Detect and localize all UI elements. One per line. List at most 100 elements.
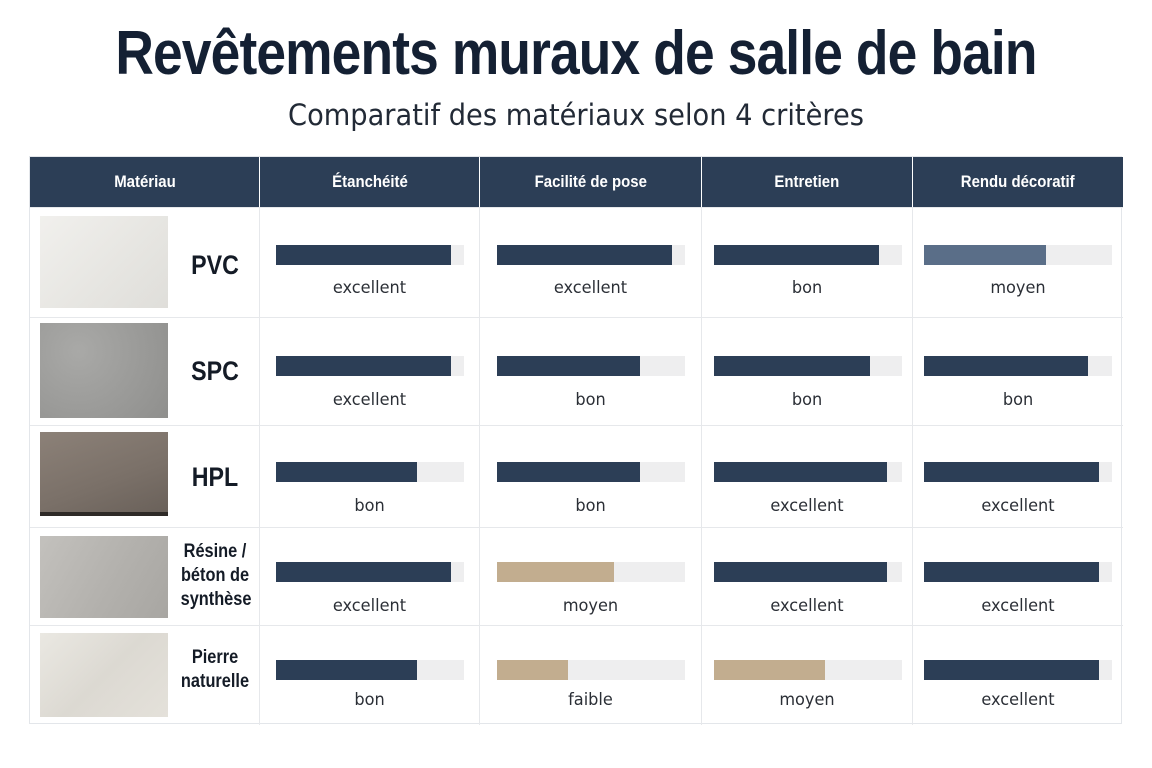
rating-bar-track (497, 462, 685, 482)
table-header: Matériau Étanchéité Facilité de pose Entret… (30, 157, 1123, 207)
rating-cell: excellent (702, 426, 913, 527)
material-name-line: synthèse (180, 589, 252, 610)
rating-cell: bon (702, 208, 913, 317)
rating-bar-fill (497, 245, 672, 265)
rating-bar-track (714, 356, 902, 376)
rating-label: faible (568, 690, 613, 710)
material-cell: Pierre naturelle (30, 626, 260, 725)
column-header-0: Matériau (30, 157, 260, 207)
rating-cell: excellent (260, 318, 480, 425)
rating-cell: moyen (702, 626, 913, 725)
material-name: SPC (191, 356, 239, 386)
rating-bar-track (497, 245, 685, 265)
rating-bar-track (276, 462, 464, 482)
column-header-label: Rendu décoratif (961, 172, 1075, 191)
rating-label: bon (354, 690, 385, 710)
rating-bar-fill (714, 562, 887, 582)
rating-label: bon (575, 496, 606, 516)
rating-label: excellent (770, 496, 844, 516)
rating-bar-track (276, 245, 464, 265)
material-cell: SPC (30, 318, 260, 425)
rating-label: bon (1002, 390, 1034, 410)
rating-cell: moyen (913, 208, 1123, 317)
rating-label: excellent (332, 596, 407, 616)
rating-label: excellent (981, 690, 1055, 710)
rating-label: bon (791, 278, 823, 298)
rating-label: bon (575, 390, 606, 410)
material-cell: Résine / béton de synthèse (30, 528, 260, 625)
rating-bar-fill (714, 462, 887, 482)
material-swatch (40, 323, 168, 418)
table-row: Pierre naturelle bon faible moyen excellent (30, 625, 1123, 725)
rating-cell: excellent (913, 626, 1123, 725)
material-name: Pierre naturelle (181, 646, 250, 694)
rating-label: moyen (779, 690, 835, 710)
table-row: HPL bon bon excellent excellent (30, 425, 1123, 527)
rating-label: excellent (553, 278, 628, 298)
table-row: PVC excellent excellent bon moyen (30, 207, 1123, 317)
rating-label: excellent (981, 596, 1055, 616)
rating-cell: excellent (913, 528, 1123, 625)
column-header-label: Matériau (113, 172, 176, 191)
rating-label: moyen (990, 278, 1046, 298)
column-header-label: Facilité de pose (534, 172, 647, 191)
page-title: Revêtements muraux de salle de bain (115, 19, 1037, 88)
material-swatch (40, 536, 168, 618)
rating-cell: bon (913, 318, 1123, 425)
material-name-line: Pierre (191, 647, 239, 668)
rating-bar-fill (924, 245, 1046, 265)
rating-bar-fill (714, 245, 879, 265)
comparison-table: Matériau Étanchéité Facilité de pose Entret… (29, 156, 1123, 725)
column-header-1: Étanchéité (260, 157, 480, 207)
rating-cell: bon (260, 626, 480, 725)
rating-cell: bon (702, 318, 913, 425)
rating-bar-fill (714, 660, 825, 680)
material-swatch (40, 633, 168, 717)
rating-bar-track (714, 660, 902, 680)
rating-bar-fill (276, 562, 451, 582)
rating-bar-fill (276, 660, 417, 680)
column-header-label: Étanchéité (331, 172, 408, 191)
rating-bar-track (497, 660, 685, 680)
rating-bar-fill (497, 562, 614, 582)
rating-label: excellent (332, 278, 407, 298)
rating-bar-fill (924, 660, 1099, 680)
rating-bar-fill (714, 356, 870, 376)
material-name: PVC (191, 250, 239, 280)
material-cell: PVC (30, 208, 260, 317)
rating-bar-track (276, 356, 464, 376)
rating-bar-track (714, 562, 902, 582)
material-name-line: béton de (180, 565, 250, 586)
rating-cell: bon (480, 318, 702, 425)
rating-bar-track (924, 462, 1112, 482)
rating-bar-track (924, 245, 1112, 265)
material-name-line: Résine / (183, 541, 247, 562)
rating-bar-track (497, 356, 685, 376)
rating-bar-fill (924, 562, 1099, 582)
rating-bar-fill (497, 356, 640, 376)
rating-cell: moyen (480, 528, 702, 625)
rating-cell: excellent (913, 426, 1123, 527)
rating-label: excellent (770, 596, 844, 616)
rating-bar-fill (497, 462, 640, 482)
table-row: Résine / béton de synthèse excellent moyen ex… (30, 527, 1123, 625)
rating-bar-track (924, 356, 1112, 376)
column-header-3: Entretien (702, 157, 913, 207)
rating-label: excellent (981, 496, 1055, 516)
material-name: Résine / béton de synthèse (180, 540, 252, 612)
rating-bar-fill (924, 462, 1099, 482)
rating-label: excellent (332, 390, 407, 410)
rating-cell: bon (480, 426, 702, 527)
rating-bar-fill (276, 462, 417, 482)
rating-cell: excellent (260, 208, 480, 317)
rating-bar-fill (276, 245, 451, 265)
rating-bar-track (924, 660, 1112, 680)
rating-cell: excellent (260, 528, 480, 625)
rating-bar-track (924, 562, 1112, 582)
rating-bar-track (714, 245, 902, 265)
material-swatch (40, 216, 168, 308)
material-name-line: naturelle (180, 671, 250, 692)
material-swatch (40, 432, 168, 516)
rating-label: bon (354, 496, 385, 516)
page-subtitle: Comparatif des matériaux selon 4 critère… (288, 98, 864, 132)
